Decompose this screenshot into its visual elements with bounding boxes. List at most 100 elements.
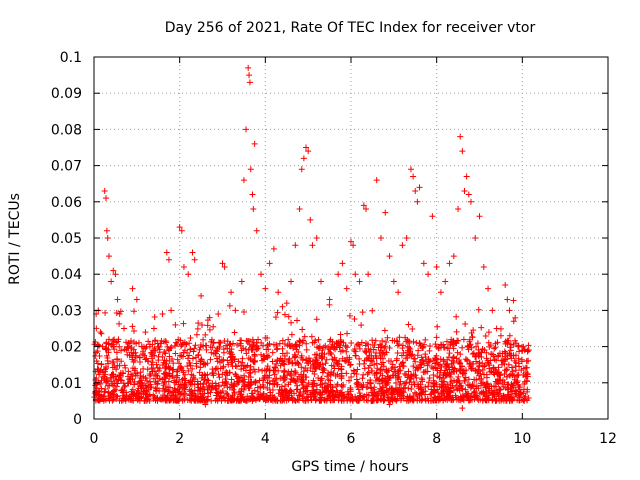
data-point [433, 334, 440, 341]
data-point [479, 366, 486, 373]
data-point [113, 366, 120, 373]
data-point [363, 356, 370, 363]
data-point [279, 345, 286, 352]
data-point [510, 297, 517, 304]
data-point [481, 363, 488, 370]
data-point [511, 357, 518, 364]
data-point [225, 361, 232, 368]
data-point [471, 394, 478, 401]
data-point [270, 245, 277, 252]
data-point [204, 322, 211, 329]
data-point [509, 382, 516, 389]
data-point [131, 357, 138, 364]
data-point [313, 235, 320, 241]
data-point [400, 385, 407, 392]
data-point [384, 388, 391, 395]
data-point [380, 349, 387, 356]
x-tick-label: 10 [513, 431, 531, 447]
data-point [158, 337, 165, 344]
data-point [316, 343, 323, 350]
data-point [407, 372, 414, 379]
data-point [440, 344, 447, 351]
data-point [151, 352, 158, 359]
data-point [396, 334, 403, 341]
data-point [475, 397, 482, 404]
data-point [521, 381, 528, 388]
data-point [169, 355, 176, 362]
data-point [473, 353, 480, 360]
data-point [179, 376, 186, 383]
data-point [324, 395, 331, 402]
data-point [373, 177, 380, 184]
data-point [368, 384, 375, 391]
data-point [414, 395, 421, 402]
data-point [397, 367, 404, 374]
data-point [133, 296, 140, 303]
data-point [459, 344, 466, 351]
data-point [449, 397, 456, 404]
data-point [155, 367, 162, 374]
data-point [386, 345, 393, 352]
data-point [315, 336, 322, 343]
data-point [258, 351, 265, 358]
data-point [279, 357, 286, 364]
data-point [181, 382, 188, 389]
data-point [216, 374, 223, 381]
data-point [372, 352, 379, 359]
data-point [300, 368, 307, 375]
data-point [313, 316, 320, 323]
data-point [213, 365, 220, 372]
data-point [142, 329, 149, 336]
data-point [373, 369, 380, 376]
data-point [348, 373, 355, 380]
data-point [285, 392, 292, 399]
data-point [135, 394, 142, 401]
data-point [228, 353, 235, 360]
data-point [483, 374, 490, 381]
data-point [303, 340, 310, 347]
data-point [447, 373, 454, 380]
data-point [187, 346, 194, 353]
data-point [373, 360, 380, 367]
data-point [418, 385, 425, 392]
data-point [187, 334, 194, 341]
data-point [304, 360, 311, 367]
data-point [438, 378, 445, 385]
data-point [305, 397, 312, 404]
data-point [286, 358, 293, 365]
data-point [383, 339, 390, 346]
data-point [276, 386, 283, 393]
data-point [504, 337, 511, 344]
data-point [272, 367, 279, 374]
data-point [204, 371, 211, 378]
x-tick-label: 12 [599, 431, 617, 447]
data-point [294, 360, 301, 367]
data-point [371, 361, 378, 368]
data-point [499, 381, 506, 388]
data-point [164, 394, 171, 401]
data-point [288, 331, 295, 338]
data-point [432, 389, 439, 396]
axis-ticks [93, 56, 609, 420]
data-point [358, 322, 365, 329]
data-point [96, 342, 103, 349]
data-point [260, 352, 267, 359]
data-point [167, 364, 174, 371]
data-point [207, 344, 214, 351]
data-point [245, 355, 252, 362]
data-point [180, 263, 187, 270]
data-point [483, 380, 490, 387]
data-point [399, 345, 406, 352]
data-point [372, 377, 379, 384]
data-point [337, 331, 344, 338]
data-point [153, 361, 160, 368]
data-point [116, 320, 123, 327]
data-point [352, 348, 359, 355]
data-point [105, 360, 112, 367]
data-point [265, 346, 272, 353]
data-point [426, 375, 433, 382]
data-point [521, 395, 528, 402]
data-point [453, 355, 460, 362]
data-point [485, 397, 492, 404]
data-point [379, 372, 386, 379]
